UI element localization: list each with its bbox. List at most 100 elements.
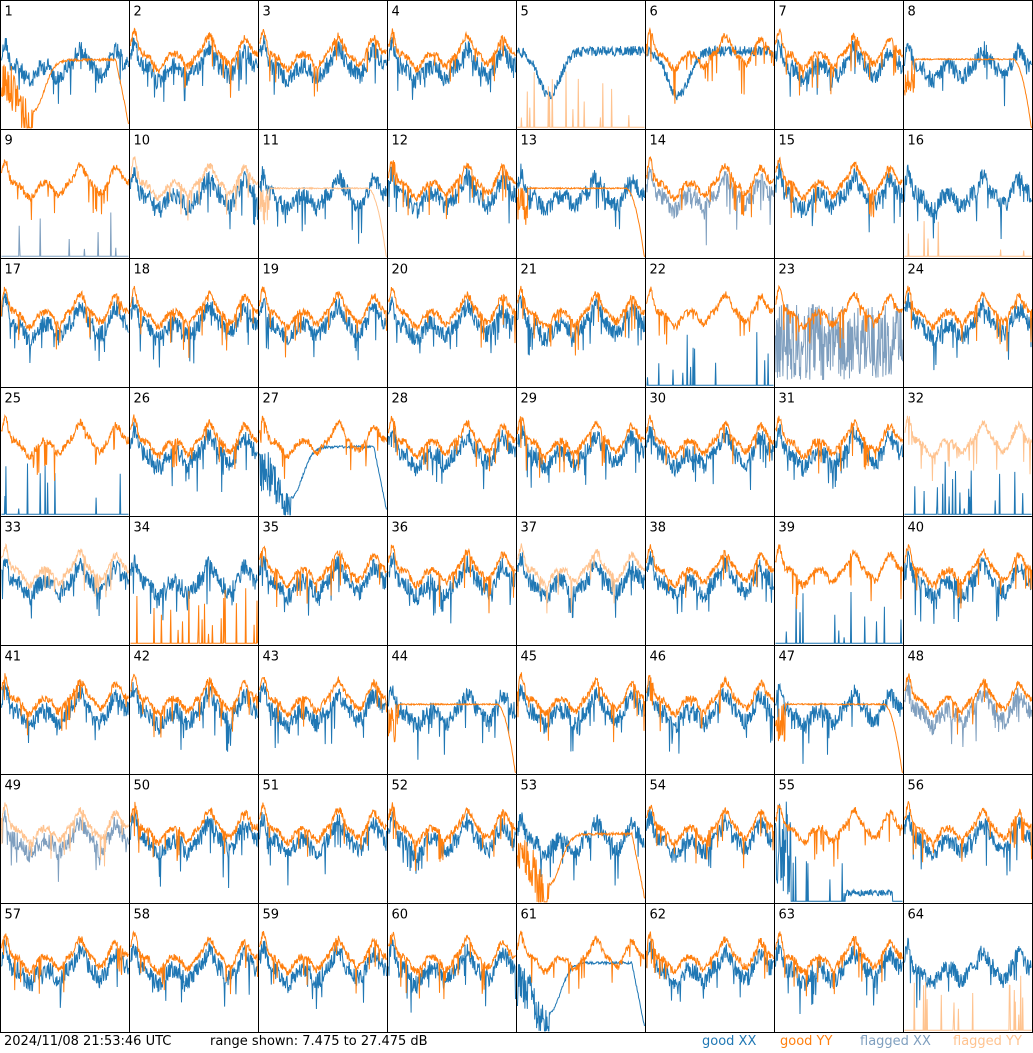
panel-16: 16: [903, 129, 1033, 259]
panel-label: 60: [392, 908, 409, 923]
series-xx-good-line: [259, 940, 387, 1010]
panel-label: 54: [650, 779, 667, 794]
panel-frame: [0, 0, 130, 130]
legend-flagged-yy: flagged YY: [953, 1034, 1022, 1049]
series-yy-good-line: [130, 27, 258, 98]
panel-label: 47: [779, 650, 796, 665]
series-xx-good-line: [1, 293, 129, 364]
series-yy-good-line: [517, 416, 645, 478]
panel-frame: [258, 387, 388, 517]
panel-label: 37: [521, 521, 538, 536]
series-xx-good-line: [904, 164, 1032, 240]
panel-60: 60: [387, 903, 517, 1033]
panel-label: 38: [650, 521, 667, 536]
panel-label: 55: [779, 779, 796, 794]
panel-44: 44: [387, 645, 517, 775]
series-yy-good-line: [904, 57, 1032, 129]
panel-label: 64: [908, 908, 925, 923]
panel-label: 36: [392, 521, 409, 536]
series-xx-good-line: [1, 557, 129, 619]
panel-label: 53: [521, 779, 538, 794]
panel-29: 29: [516, 387, 646, 517]
panel-48: 48: [903, 645, 1033, 775]
timestamp: 2024/11/08 21:53:46 UTC: [4, 1034, 172, 1049]
panel-label: 5: [521, 5, 529, 20]
panel-label: 41: [5, 650, 22, 665]
series-xx-good-line: [904, 292, 1032, 371]
series-yy-good-line: [517, 285, 645, 356]
panel-frame: [0, 387, 130, 517]
series-xx-good-line: [646, 332, 774, 386]
series-yy-good-line: [775, 28, 903, 96]
panel-label: 45: [521, 650, 538, 665]
series-xx-good-line: [130, 942, 258, 1007]
panel-19: 19: [258, 258, 388, 388]
panel-label: 28: [392, 392, 409, 407]
series-yy-good-line: [388, 28, 516, 82]
series-yy-good-line: [388, 931, 516, 1000]
panel-8: 8: [903, 0, 1033, 130]
panel-label: 63: [779, 908, 796, 923]
panel-53: 53: [516, 774, 646, 904]
series-yy-good-line: [517, 186, 645, 258]
series-xx-good-line: [1, 37, 129, 104]
legend-good-xx: good XX: [702, 1034, 757, 1049]
panel-label: 39: [779, 521, 796, 536]
panel-label: 57: [5, 908, 22, 923]
series-yy-good-line: [388, 702, 516, 774]
series-xx-good-line: [517, 45, 645, 101]
series-xx-good-line: [775, 682, 903, 764]
panel-63: 63: [774, 903, 904, 1033]
panel-43: 43: [258, 645, 388, 775]
panel-label: 48: [908, 650, 925, 665]
panel-label: 17: [5, 263, 22, 278]
series-xx-good-line: [646, 44, 774, 101]
panel-26: 26: [129, 387, 259, 517]
series-yy-good-line: [388, 802, 516, 871]
series-yy-good-line: [130, 801, 258, 861]
panel-20: 20: [387, 258, 517, 388]
panel-label: 49: [5, 779, 22, 794]
panel-54: 54: [645, 774, 775, 904]
series-yy-good-line: [646, 156, 774, 218]
series-xx-good-line: [1, 939, 129, 1008]
series-yy-good-line: [517, 930, 645, 994]
series-xx-good-line: [775, 591, 903, 644]
series-xx-good-line: [775, 424, 903, 489]
series-yy-good-line: [646, 544, 774, 598]
series-yy-flagged-line: [904, 415, 1032, 482]
panel-22: 22: [645, 258, 775, 388]
panel-label: 42: [134, 650, 151, 665]
series-yy-good-line: [775, 804, 903, 867]
panel-47: 47: [774, 645, 904, 775]
panel-label: 15: [779, 134, 796, 149]
series-xx-good-line: [388, 427, 516, 490]
panel-17: 17: [0, 258, 130, 388]
series-yy-good-line: [646, 414, 774, 466]
series-xx-flagged-line: [775, 303, 903, 381]
series-yy-good-line: [259, 930, 387, 994]
panel-62: 62: [645, 903, 775, 1033]
panel-label: 4: [392, 5, 400, 20]
panel-label: 3: [263, 5, 271, 20]
series-xx-good-line: [904, 461, 1032, 515]
panel-41: 41: [0, 645, 130, 775]
panel-label: 19: [263, 263, 280, 278]
series-xx-good-line: [904, 550, 1032, 624]
series-yy-flagged-line: [130, 156, 258, 221]
panel-label: 27: [263, 392, 280, 407]
panel-frame: [903, 387, 1033, 517]
series-yy-good-line: [259, 415, 387, 479]
series-yy-good-line: [775, 156, 903, 219]
panel-frame: [129, 645, 259, 775]
panel-label: 8: [908, 5, 916, 20]
panel-label: 20: [392, 263, 409, 278]
panel-label: 30: [650, 392, 667, 407]
series-yy-good-line: [130, 285, 258, 358]
panel-label: 21: [521, 263, 538, 278]
panel-18: 18: [129, 258, 259, 388]
panel-label: 26: [134, 392, 151, 407]
panel-35: 35: [258, 516, 388, 646]
panel-34: 34: [129, 516, 259, 646]
panel-frame: [387, 645, 517, 775]
